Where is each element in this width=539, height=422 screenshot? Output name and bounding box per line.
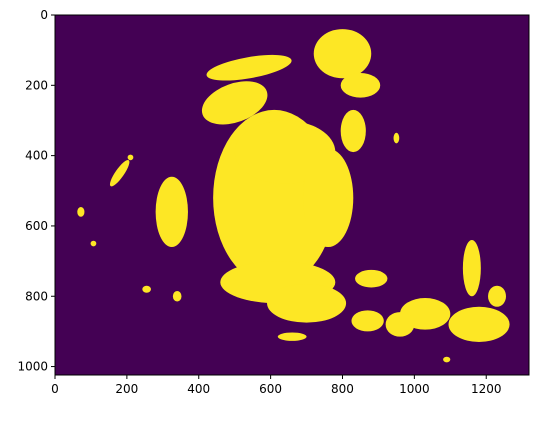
x-tick-label: 0 [51,382,59,396]
mask-region-far-left-dot-2 [90,240,97,247]
x-tick-label: 1200 [471,382,502,396]
mask-region-dot-210-405 [127,154,134,161]
mask-region-hair-top [201,81,268,125]
x-tick-label: 1000 [399,382,430,396]
mask-region-jaw-lower [267,283,347,323]
x-tick-label: 200 [115,382,138,396]
mask-region-left-oval [155,176,188,248]
mask-region-dot-255-780 [142,285,151,293]
mask-region-dot-1090-980 [443,356,451,363]
mask-region-hair-top-band [206,54,292,81]
mask-region-bottom-center-dots [277,332,307,341]
mask-region-bottom-scatter [351,310,384,332]
mask-region-ear-right [340,109,366,153]
x-tick-label: 800 [331,382,354,396]
y-tick-label: 0 [40,8,48,22]
mask-region-bottom-right-c [462,240,481,297]
mask-region-dot-950-360 [393,132,400,144]
y-tick-label: 200 [25,78,48,92]
y-tick-label: 1000 [17,360,48,374]
mask-regions [77,29,510,363]
x-axis: 0 200 400 600 800 1000 1200 [51,375,502,396]
x-tick-label: 600 [259,382,282,396]
mask-region-top-right-tail [340,73,381,98]
mask-region-dot-340-800 [172,290,182,302]
mask-region-bottom-right-e [488,285,507,307]
mask-region-right-of-face [355,269,388,288]
mask-region-far-left-dot [77,206,85,217]
mask-region-top-right-cluster [313,29,372,79]
mask-region-bottom-right-d [385,312,415,337]
mask-region-left-diag [109,160,130,187]
x-tick-label: 400 [187,382,210,396]
mask-region-face-right [302,148,354,248]
y-tick-label: 800 [25,289,48,303]
y-tick-label: 600 [25,219,48,233]
plot-frame [54,14,530,376]
mask-region-bottom-right-a [448,306,510,342]
y-axis: 0 200 400 600 800 1000 [17,8,55,374]
y-tick-label: 400 [25,149,48,163]
